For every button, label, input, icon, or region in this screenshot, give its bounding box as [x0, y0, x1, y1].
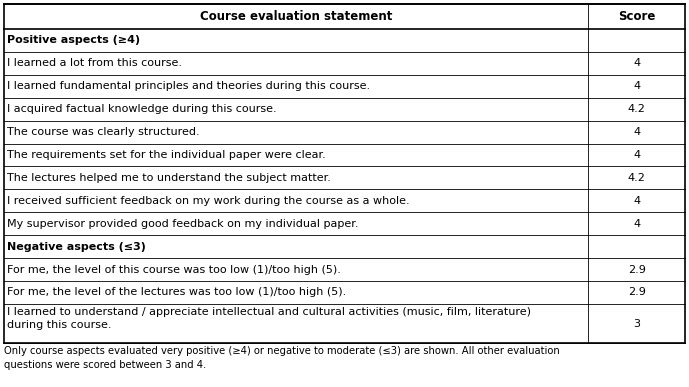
Bar	[4, 281, 685, 304]
Text: 4.2: 4.2	[628, 173, 646, 183]
Text: 2.9: 2.9	[628, 288, 646, 298]
Bar	[4, 29, 685, 52]
Text: The requirements set for the individual paper were clear.: The requirements set for the individual …	[7, 150, 326, 160]
Text: I acquired factual knowledge during this course.: I acquired factual knowledge during this…	[7, 104, 276, 114]
Text: The lectures helped me to understand the subject matter.: The lectures helped me to understand the…	[7, 173, 331, 183]
Text: Course evaluation statement: Course evaluation statement	[200, 10, 392, 23]
Bar	[4, 52, 685, 75]
Text: Positive aspects (≥4): Positive aspects (≥4)	[7, 36, 140, 45]
Bar	[4, 212, 685, 235]
Text: For me, the level of this course was too low (1)/too high (5).: For me, the level of this course was too…	[7, 264, 341, 274]
Text: 4: 4	[633, 81, 640, 91]
Text: Score: Score	[618, 10, 655, 23]
Text: For me, the level of the lectures was too low (1)/too high (5).: For me, the level of the lectures was to…	[7, 288, 347, 298]
Text: Only course aspects evaluated very positive (≥4) or negative to moderate (≤3) ar: Only course aspects evaluated very posit…	[4, 346, 559, 370]
Bar	[4, 166, 685, 189]
Text: 4: 4	[633, 150, 640, 160]
Text: I learned to understand / appreciate intellectual and cultural activities (music: I learned to understand / appreciate int…	[7, 307, 531, 330]
Text: Negative aspects (≤3): Negative aspects (≤3)	[7, 241, 146, 252]
Text: 4: 4	[633, 127, 640, 137]
Text: My supervisor provided good feedback on my individual paper.: My supervisor provided good feedback on …	[7, 219, 358, 229]
Text: I learned a lot from this course.: I learned a lot from this course.	[7, 58, 182, 68]
Text: 2.9: 2.9	[628, 264, 646, 274]
Text: 4: 4	[633, 196, 640, 206]
Bar	[4, 4, 588, 29]
Text: I learned fundamental principles and theories during this course.: I learned fundamental principles and the…	[7, 81, 370, 91]
Bar	[4, 235, 685, 258]
Text: 4: 4	[633, 58, 640, 68]
Bar	[4, 144, 685, 166]
Text: I received sufficient feedback on my work during the course as a whole.: I received sufficient feedback on my wor…	[7, 196, 410, 206]
Text: 4: 4	[633, 219, 640, 229]
Bar	[4, 121, 685, 144]
Text: The course was clearly structured.: The course was clearly structured.	[7, 127, 200, 137]
Bar	[4, 258, 685, 281]
Bar	[4, 189, 685, 212]
Bar	[4, 304, 685, 343]
Bar	[4, 98, 685, 121]
Bar	[588, 4, 685, 29]
Bar	[4, 75, 685, 98]
Text: 4.2: 4.2	[628, 104, 646, 114]
Text: 3: 3	[633, 319, 640, 329]
